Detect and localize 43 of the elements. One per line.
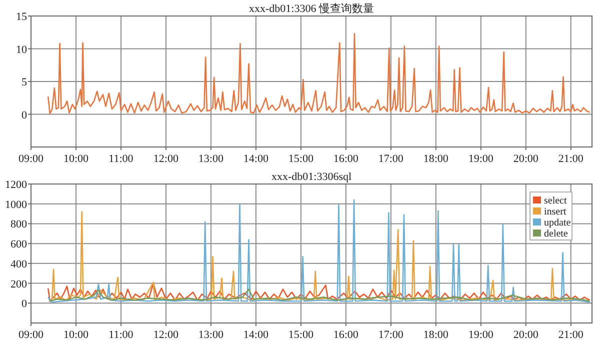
x-tick-label: 14:00 bbox=[243, 153, 269, 165]
x-tick-label: 12:00 bbox=[153, 329, 179, 341]
y-tick-label: 1000 bbox=[5, 198, 28, 211]
x-tick-label: 11:00 bbox=[108, 153, 134, 165]
x-tick-label: 09:00 bbox=[18, 329, 44, 341]
legend-label: insert bbox=[544, 206, 566, 218]
x-tick-label: 10:00 bbox=[63, 153, 90, 165]
x-tick-label: 15:00 bbox=[288, 329, 314, 341]
x-tick-label: 16:00 bbox=[333, 153, 359, 165]
legend-label: delete bbox=[544, 228, 568, 240]
y-tick-label: 200 bbox=[10, 278, 28, 290]
x-tick-label: 21:00 bbox=[558, 329, 584, 341]
chart-title: xxx-db01:3306sql bbox=[271, 171, 352, 183]
x-tick-label: 12:00 bbox=[153, 153, 179, 165]
x-tick-label: 10:00 bbox=[63, 329, 90, 341]
legend-label: select bbox=[544, 196, 567, 206]
chart-title: xxx-db01:3306 慢查询数量 bbox=[249, 2, 374, 15]
y-tick-label: 1200 bbox=[5, 179, 28, 191]
x-tick-label: 16:00 bbox=[333, 329, 359, 341]
x-tick-label: 17:00 bbox=[378, 153, 404, 165]
y-tick-label: 5 bbox=[22, 76, 28, 88]
y-tick-label: 400 bbox=[10, 258, 28, 270]
y-tick-label: 0 bbox=[22, 109, 28, 122]
x-tick-label: 13:00 bbox=[198, 329, 224, 341]
x-tick-label: 17:00 bbox=[378, 329, 404, 341]
legend-label: update bbox=[544, 218, 572, 228]
x-tick-label: 18:00 bbox=[423, 329, 449, 341]
x-tick-label: 20:00 bbox=[513, 153, 539, 165]
x-tick-label: 14:00 bbox=[243, 329, 269, 341]
y-tick-label: 15 bbox=[16, 11, 28, 23]
x-tick-label: 18:00 bbox=[423, 153, 449, 165]
x-tick-label: 09:00 bbox=[18, 153, 44, 165]
y-tick-label: 600 bbox=[10, 238, 28, 251]
y-tick-label: 0 bbox=[22, 298, 28, 310]
y-tick-label: 800 bbox=[10, 218, 28, 231]
x-tick-label: 20:00 bbox=[513, 329, 539, 341]
x-tick-label: 19:00 bbox=[468, 329, 494, 341]
x-tick-label: 15:00 bbox=[288, 153, 314, 165]
x-tick-label: 21:00 bbox=[558, 153, 584, 165]
y-tick-label: 10 bbox=[16, 44, 28, 56]
x-tick-label: 19:00 bbox=[468, 153, 494, 165]
x-tick-label: 11:00 bbox=[108, 329, 134, 341]
x-tick-label: 13:00 bbox=[198, 153, 224, 165]
